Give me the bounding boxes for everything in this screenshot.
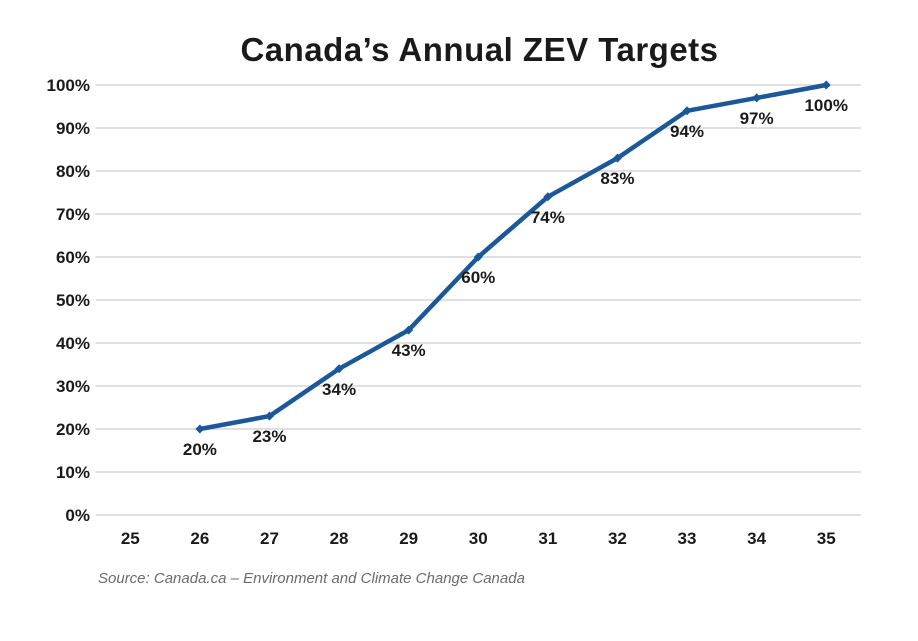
x-axis-tick-label: 34 (747, 529, 766, 548)
data-point-marker (821, 80, 831, 90)
data-point-label: 100% (804, 96, 847, 115)
x-axis-tick-label: 27 (260, 529, 279, 548)
data-point-label: 20% (183, 440, 217, 459)
x-axis-tick-label: 35 (817, 529, 836, 548)
data-point-label: 23% (252, 427, 286, 446)
data-point-marker (612, 153, 622, 163)
y-axis-tick-label: 30% (56, 377, 90, 396)
y-axis-tick-label: 20% (56, 420, 90, 439)
y-axis-tick-label: 90% (56, 119, 90, 138)
y-axis-tick-label: 0% (65, 506, 90, 525)
data-point-label: 60% (461, 268, 495, 287)
y-axis-tick-label: 100% (47, 76, 90, 95)
x-axis-tick-label: 31 (538, 529, 557, 548)
data-point-label: 34% (322, 380, 356, 399)
x-axis-tick-label: 33 (678, 529, 697, 548)
data-point-marker (682, 106, 692, 116)
chart-title: Canada’s Annual ZEV Targets (240, 31, 719, 68)
x-axis-tick-label: 25 (121, 529, 140, 548)
zev-target-line (197, 82, 829, 432)
data-point-marker (264, 411, 274, 421)
x-axis-tick-label: 30 (469, 529, 488, 548)
source-note: Source: Canada.ca – Environment and Clim… (98, 570, 525, 587)
x-axis-tick-label: 28 (330, 529, 349, 548)
data-point-marker (404, 325, 414, 335)
x-axis-tick-label: 26 (190, 529, 209, 548)
y-axis-tick-label: 70% (56, 205, 90, 224)
y-axis-tick-label: 50% (56, 291, 90, 310)
data-point-marker (334, 364, 344, 374)
data-point-marker (752, 93, 762, 103)
x-axis-tick-label: 32 (608, 529, 627, 548)
y-axis-tick-label: 60% (56, 248, 90, 267)
x-axis-tick-label: 29 (399, 529, 418, 548)
y-axis-tick-label: 80% (56, 162, 90, 181)
data-point-marker (543, 192, 553, 202)
data-point-label: 97% (740, 109, 774, 128)
data-point-marker (195, 424, 205, 434)
data-point-label: 94% (670, 122, 704, 141)
y-axis-tick-label: 10% (56, 463, 90, 482)
y-axis-tick-label: 40% (56, 334, 90, 353)
data-point-marker (473, 252, 483, 262)
data-point-label: 74% (531, 208, 565, 227)
data-point-label: 83% (600, 169, 634, 188)
data-point-label: 43% (392, 341, 426, 360)
